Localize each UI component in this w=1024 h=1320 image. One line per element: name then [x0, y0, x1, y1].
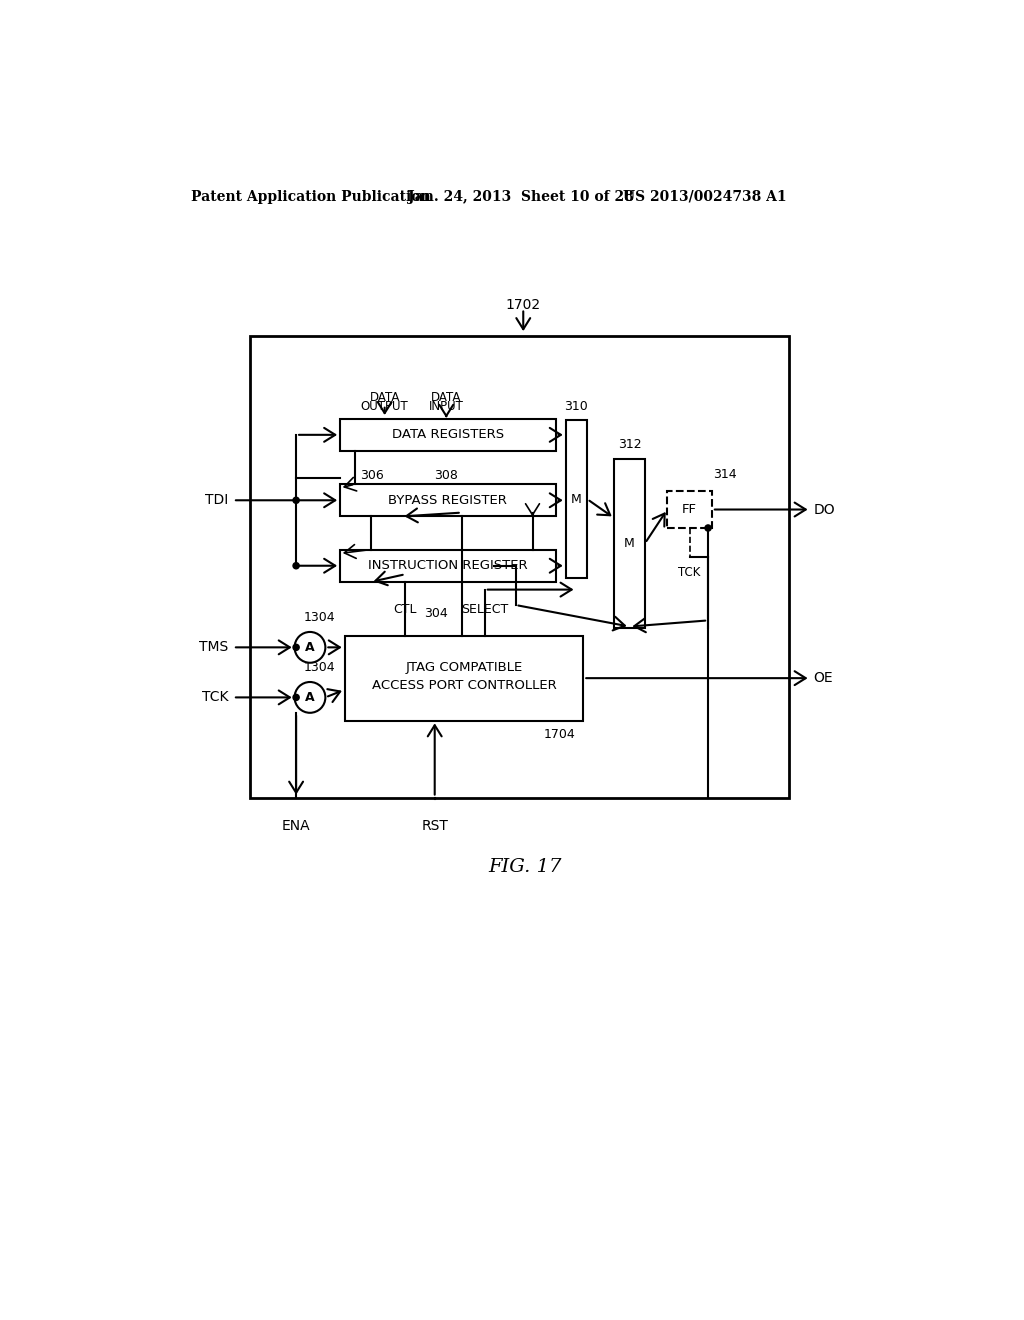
Text: FIG. 17: FIG. 17	[488, 858, 561, 875]
Text: 312: 312	[617, 438, 641, 451]
Text: DATA: DATA	[370, 391, 399, 404]
Circle shape	[705, 525, 711, 531]
Text: 310: 310	[564, 400, 588, 413]
Bar	[565, 420, 587, 578]
Text: 306: 306	[360, 469, 384, 482]
Bar	[340, 484, 556, 516]
Bar	[614, 459, 645, 628]
Text: M: M	[625, 537, 635, 550]
Text: FF: FF	[682, 503, 697, 516]
Circle shape	[293, 562, 299, 569]
Bar	[340, 549, 556, 582]
Text: INSTRUCTION REGISTER: INSTRUCTION REGISTER	[368, 560, 527, 573]
Text: M: M	[571, 492, 582, 506]
Text: CTL: CTL	[393, 603, 417, 616]
Text: TCK: TCK	[202, 690, 228, 705]
Text: 304: 304	[424, 607, 447, 619]
Text: INPUT: INPUT	[429, 400, 464, 413]
Text: BYPASS REGISTER: BYPASS REGISTER	[388, 494, 507, 507]
Circle shape	[293, 644, 299, 651]
Text: DATA REGISTERS: DATA REGISTERS	[392, 428, 504, 441]
Text: ENA: ENA	[282, 818, 310, 833]
Text: OUTPUT: OUTPUT	[360, 400, 409, 413]
Text: A: A	[305, 640, 314, 653]
Text: TDI: TDI	[205, 494, 228, 507]
Circle shape	[293, 694, 299, 701]
Text: DATA: DATA	[431, 391, 462, 404]
Bar	[250, 335, 788, 797]
Text: 314: 314	[714, 467, 737, 480]
Text: Jan. 24, 2013  Sheet 10 of 28: Jan. 24, 2013 Sheet 10 of 28	[408, 190, 634, 203]
Text: A: A	[305, 690, 314, 704]
Text: TMS: TMS	[199, 640, 228, 655]
Text: ACCESS PORT CONTROLLER: ACCESS PORT CONTROLLER	[372, 680, 556, 693]
Text: JTAG COMPATIBLE: JTAG COMPATIBLE	[406, 661, 522, 675]
Text: DO: DO	[813, 503, 836, 516]
Bar	[345, 636, 584, 721]
Text: US 2013/0024738 A1: US 2013/0024738 A1	[624, 190, 787, 203]
Text: RST: RST	[421, 818, 449, 833]
Bar	[668, 491, 712, 528]
Text: 1304: 1304	[303, 661, 335, 675]
Text: 308: 308	[434, 469, 458, 482]
Text: Patent Application Publication: Patent Application Publication	[190, 190, 430, 203]
Text: 1704: 1704	[544, 727, 575, 741]
Text: 1304: 1304	[303, 611, 335, 624]
Text: SELECT: SELECT	[461, 603, 508, 616]
Text: TCK: TCK	[678, 566, 700, 579]
Circle shape	[293, 498, 299, 503]
Text: OE: OE	[813, 671, 834, 685]
Text: 1702: 1702	[506, 298, 541, 312]
Bar	[340, 418, 556, 451]
